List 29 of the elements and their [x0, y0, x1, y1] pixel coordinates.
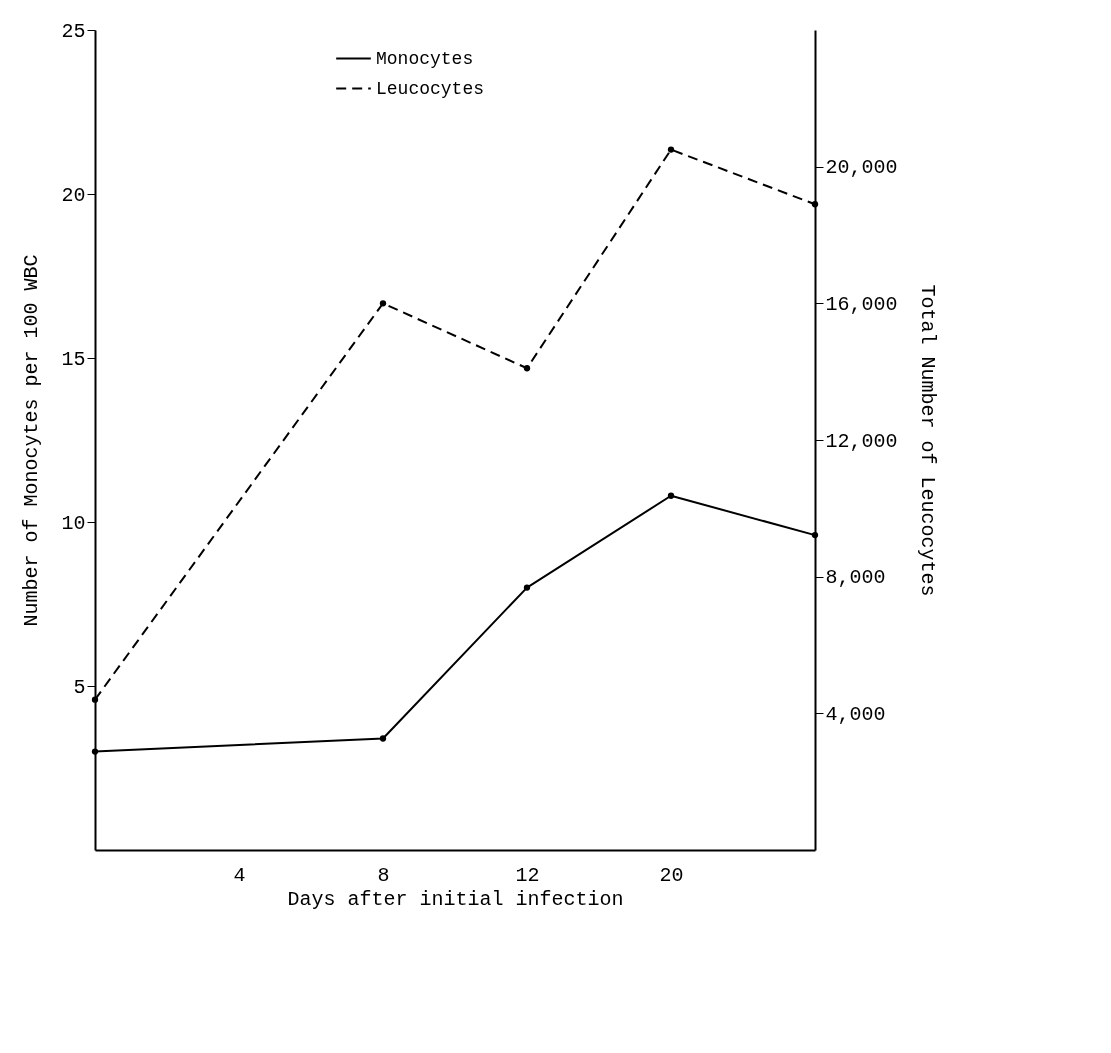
point: [523, 584, 531, 591]
y-tick-label: 20: [61, 183, 86, 207]
y2-axis-title: Total Number of Leucocytes: [915, 284, 939, 597]
y-tick-label: 25: [61, 19, 86, 43]
x-tick-label: 12: [515, 863, 540, 887]
y2-tick-label: 12,000: [825, 429, 898, 453]
point: [811, 531, 819, 539]
legend-label: Monocytes: [376, 48, 474, 69]
y-tick-label: 15: [61, 347, 86, 371]
point: [379, 735, 387, 742]
x-axis-title: Days after initial infection: [287, 887, 624, 911]
point: [379, 300, 387, 307]
y-tick-label: 10: [61, 511, 86, 535]
y-axis-title: Number of Monocytes per 100 WBC: [20, 254, 44, 627]
x-tick-label: 20: [659, 863, 684, 887]
point: [667, 492, 675, 499]
y-tick-label: 5: [73, 675, 86, 699]
point: [523, 365, 531, 372]
y2-tick-label: 20,000: [825, 156, 898, 180]
y2-tick-label: 4,000: [825, 702, 886, 726]
point: [91, 696, 99, 703]
x-tick-label: 4: [233, 863, 246, 887]
point: [667, 146, 675, 153]
y2-tick-label: 16,000: [825, 292, 898, 316]
x-tick-label: 8: [377, 863, 390, 887]
y2-tick-label: 8,000: [825, 566, 886, 590]
point: [811, 201, 819, 208]
legend-label: Leucocytes: [376, 78, 485, 99]
point: [91, 748, 99, 755]
